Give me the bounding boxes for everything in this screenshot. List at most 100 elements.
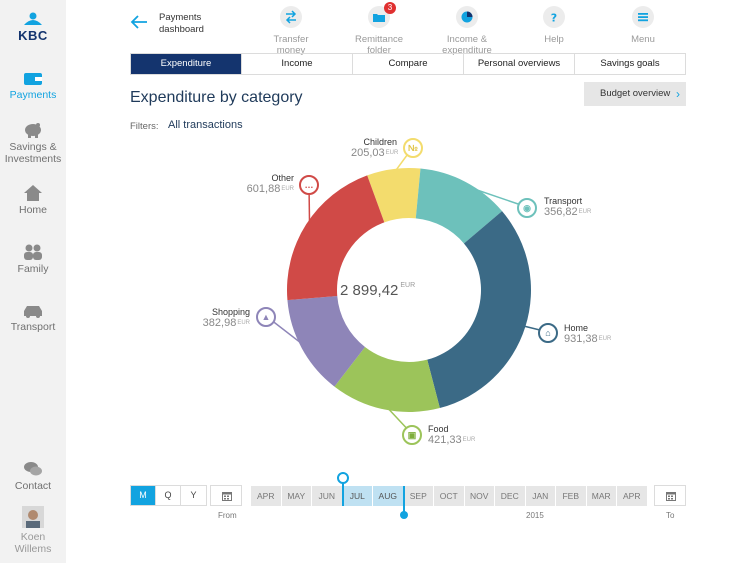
to-date-button[interactable] [654, 485, 686, 506]
category-name: Shopping [211, 307, 250, 317]
range-end-handle[interactable] [400, 511, 408, 519]
sidebar-item-savings[interactable]: Savings & Investments [0, 122, 66, 165]
sidebar-item-label: Transport [10, 321, 56, 333]
month-feb[interactable]: FEB [556, 486, 587, 506]
from-date-button[interactable] [210, 485, 242, 506]
month-sep[interactable]: SEP [404, 486, 434, 506]
period-quarter[interactable]: Q [156, 486, 181, 505]
tool-label: Remittance folder [354, 34, 404, 56]
category-currency: EUR [237, 320, 250, 326]
chat-icon [24, 462, 42, 476]
tool-label: Income & expenditure [442, 34, 492, 56]
contact-label: Contact [14, 480, 52, 492]
month-oct[interactable]: OCT [434, 486, 465, 506]
chevron-right-icon: › [676, 87, 680, 101]
menu-button[interactable]: Menu [623, 6, 663, 45]
donut-slice-transport[interactable] [415, 168, 503, 244]
category-currency: EUR [462, 437, 476, 443]
filters-value[interactable]: All transactions [168, 119, 243, 131]
sidebar-item-payments[interactable]: Payments [0, 72, 66, 101]
category-amount: 421,33 [428, 434, 462, 446]
tab-compare[interactable]: Compare [353, 54, 464, 74]
month-apr[interactable]: APR [251, 486, 282, 506]
period-year[interactable]: Y [190, 490, 197, 500]
budget-overview-button[interactable]: Budget overview › [584, 82, 686, 106]
tool-label: Help [544, 34, 564, 45]
period-month[interactable]: M [131, 486, 156, 505]
home-icon[interactable]: ⌂ [538, 323, 558, 343]
category-name: Transport [544, 196, 583, 206]
tab-expenditure[interactable]: Expenditure [131, 54, 242, 74]
month-nov[interactable]: NOV [465, 486, 495, 506]
user-name: Koen Willems [14, 531, 52, 555]
folder-icon [373, 14, 385, 22]
category-label-other: Other 601,88EUR [240, 173, 294, 195]
piggy-bank-icon [25, 123, 41, 138]
month-jun[interactable]: JUN [312, 486, 343, 506]
help-button[interactable]: ? Help [534, 6, 574, 45]
tab-savings-goals[interactable]: Savings goals [600, 58, 660, 69]
avatar [22, 506, 44, 528]
tool-label: Transfer money [273, 34, 309, 56]
month-jul[interactable]: JUL [342, 486, 373, 506]
pie-icon [461, 11, 473, 23]
more-icon[interactable]: … [299, 175, 319, 195]
donut-slice-home[interactable] [427, 211, 531, 409]
month-apr-2[interactable]: APR [617, 486, 648, 506]
transfer-money-button[interactable]: Transfer money [260, 6, 322, 56]
page-title: Expenditure by category [130, 89, 303, 106]
remittance-folder-button[interactable]: 3 Remittance folder [343, 2, 415, 56]
total-amount: 2 899,42 EUR [340, 282, 480, 299]
donut-slice-food[interactable] [334, 346, 440, 412]
logo-text: KBC [18, 28, 48, 43]
donut-slice-shopping[interactable] [287, 296, 366, 387]
category-label-shopping: Shopping 382,98EUR [198, 307, 250, 329]
filters-label: Filters: [130, 121, 159, 132]
donut-slice-children[interactable] [367, 168, 421, 223]
wallet-icon [24, 73, 42, 85]
tab-bar: Expenditure Income Compare Personal over… [130, 53, 686, 75]
category-amount: 931,38 [564, 333, 598, 345]
total-value: 2 899,42 [340, 282, 399, 299]
tab-personal-overviews[interactable]: Personal overviews [464, 54, 575, 74]
transfer-icon [285, 10, 297, 24]
year-label: 2015 [526, 511, 544, 520]
kbc-logo-icon [24, 12, 42, 25]
income-expenditure-button[interactable]: Income & expenditure [424, 6, 510, 56]
donut-slice-other[interactable] [287, 175, 385, 301]
kbc-logo[interactable]: KBC [12, 12, 54, 44]
category-amount: 205,03 [351, 147, 385, 159]
month-may[interactable]: MAY [282, 486, 312, 506]
category-currency: EUR [281, 186, 294, 192]
sidebar-item-transport[interactable]: Transport [0, 304, 66, 333]
tab-income[interactable]: Income [242, 54, 353, 74]
budget-overview-label: Budget overview [600, 88, 671, 99]
notification-badge: 3 [384, 2, 396, 14]
month-mar[interactable]: MAR [587, 486, 617, 506]
cart-icon[interactable]: ▣ [402, 425, 422, 445]
sidebar-item-family[interactable]: Family [0, 244, 66, 275]
back-link[interactable]: Payments dashboard [159, 12, 204, 35]
user-profile[interactable]: Koen Willems [0, 506, 66, 555]
sidebar-item-contact[interactable]: Contact [0, 461, 66, 492]
shirt-icon[interactable]: ▲ [256, 307, 276, 327]
month-aug[interactable]: AUG [373, 486, 404, 506]
calendar-icon [666, 492, 676, 501]
children-icon[interactable]: № [403, 138, 423, 158]
category-label-transport: Transport 356,82EUR [544, 196, 591, 218]
sidebar-item-home[interactable]: Home [0, 185, 66, 216]
month-jan[interactable]: JAN [526, 486, 556, 506]
sidebar-item-label: Payments [9, 89, 57, 101]
back-arrow-icon[interactable] [129, 12, 149, 32]
leader-line-transport [463, 184, 528, 208]
category-name: Other [271, 173, 294, 183]
range-end-line [403, 486, 405, 514]
sidebar-item-label: Family [17, 263, 49, 275]
transport-icon[interactable]: ◉ [517, 198, 537, 218]
house-icon [24, 185, 42, 201]
menu-icon [638, 13, 648, 22]
month-dec[interactable]: DEC [495, 486, 526, 506]
range-start-handle[interactable] [337, 472, 349, 484]
category-currency: EUR [385, 150, 399, 156]
